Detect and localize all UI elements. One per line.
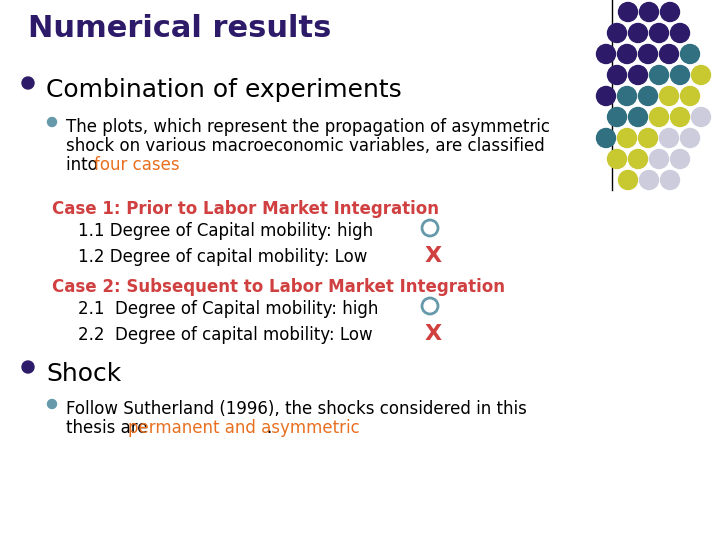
Text: Shock: Shock bbox=[46, 362, 121, 386]
Text: Numerical results: Numerical results bbox=[28, 14, 331, 43]
Circle shape bbox=[639, 129, 657, 147]
Text: X: X bbox=[425, 324, 442, 344]
Circle shape bbox=[680, 86, 700, 105]
Circle shape bbox=[649, 24, 668, 43]
Circle shape bbox=[22, 361, 34, 373]
Circle shape bbox=[670, 150, 690, 168]
Circle shape bbox=[618, 129, 636, 147]
Circle shape bbox=[639, 171, 659, 190]
Circle shape bbox=[649, 150, 668, 168]
Circle shape bbox=[660, 86, 678, 105]
Circle shape bbox=[608, 24, 626, 43]
Circle shape bbox=[660, 44, 678, 64]
Circle shape bbox=[48, 400, 56, 408]
Text: Case 2: Subsequent to Labor Market Integration: Case 2: Subsequent to Labor Market Integ… bbox=[52, 278, 505, 296]
Text: thesis are: thesis are bbox=[66, 419, 153, 437]
Circle shape bbox=[618, 86, 636, 105]
Circle shape bbox=[608, 65, 626, 84]
Circle shape bbox=[608, 107, 626, 126]
Circle shape bbox=[670, 24, 690, 43]
Circle shape bbox=[680, 129, 700, 147]
Circle shape bbox=[596, 129, 616, 147]
Circle shape bbox=[660, 3, 680, 22]
Circle shape bbox=[649, 65, 668, 84]
Circle shape bbox=[618, 44, 636, 64]
Text: four cases: four cases bbox=[94, 156, 179, 174]
Circle shape bbox=[618, 3, 637, 22]
Text: .: . bbox=[266, 419, 271, 437]
Circle shape bbox=[639, 3, 659, 22]
Circle shape bbox=[618, 171, 637, 190]
Circle shape bbox=[22, 77, 34, 89]
Text: permanent and asymmetric: permanent and asymmetric bbox=[128, 419, 360, 437]
Circle shape bbox=[629, 107, 647, 126]
Circle shape bbox=[639, 86, 657, 105]
Circle shape bbox=[596, 44, 616, 64]
Circle shape bbox=[608, 150, 626, 168]
Circle shape bbox=[670, 107, 690, 126]
Text: The plots, which represent the propagation of asymmetric: The plots, which represent the propagati… bbox=[66, 118, 550, 136]
Circle shape bbox=[649, 107, 668, 126]
Text: Combination of experiments: Combination of experiments bbox=[46, 78, 402, 102]
Circle shape bbox=[629, 24, 647, 43]
Text: into: into bbox=[66, 156, 103, 174]
Circle shape bbox=[639, 44, 657, 64]
Text: 2.2  Degree of capital mobility: Low: 2.2 Degree of capital mobility: Low bbox=[78, 326, 373, 344]
Circle shape bbox=[596, 86, 616, 105]
Text: X: X bbox=[425, 246, 442, 266]
Circle shape bbox=[660, 171, 680, 190]
Text: 1.2 Degree of capital mobility: Low: 1.2 Degree of capital mobility: Low bbox=[78, 248, 367, 266]
Circle shape bbox=[629, 150, 647, 168]
Circle shape bbox=[660, 129, 678, 147]
Circle shape bbox=[680, 44, 700, 64]
Circle shape bbox=[691, 107, 711, 126]
Circle shape bbox=[629, 65, 647, 84]
Text: 1.1 Degree of Capital mobility: high: 1.1 Degree of Capital mobility: high bbox=[78, 222, 373, 240]
Circle shape bbox=[670, 65, 690, 84]
Circle shape bbox=[48, 118, 56, 126]
Text: Case 1: Prior to Labor Market Integration: Case 1: Prior to Labor Market Integratio… bbox=[52, 200, 439, 218]
Circle shape bbox=[691, 65, 711, 84]
Text: shock on various macroeconomic variables, are classified: shock on various macroeconomic variables… bbox=[66, 137, 545, 155]
Text: Follow Sutherland (1996), the shocks considered in this: Follow Sutherland (1996), the shocks con… bbox=[66, 400, 527, 418]
Text: 2.1  Degree of Capital mobility: high: 2.1 Degree of Capital mobility: high bbox=[78, 300, 379, 318]
